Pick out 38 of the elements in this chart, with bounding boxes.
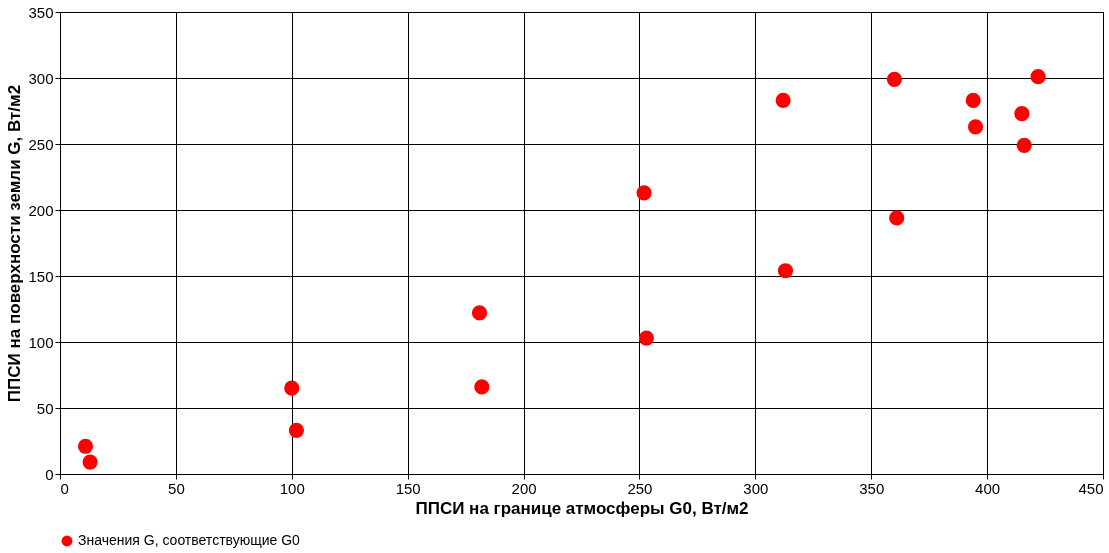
point [471,305,488,321]
x-tick-label: 250 [627,479,653,497]
point [1030,69,1046,85]
y-tick-label: 250 [28,135,54,153]
point [284,380,300,396]
legend-label: Значения G, соответствующие G0 [78,532,301,548]
x-tick-label: 50 [168,479,185,497]
x-tick-label: 100 [279,479,305,497]
y-tick-label: 0 [45,465,54,483]
point [886,71,902,87]
y-tick-label: 300 [28,69,54,87]
point [638,330,654,346]
x-tick-label: 150 [395,479,421,497]
x-axis-title: ППСИ на границе атмосферы G0, Вт/м2 [415,498,749,518]
point [889,210,905,226]
point [967,119,984,135]
point [288,422,304,439]
x-tick-label: 300 [743,479,769,497]
point [77,438,94,454]
y-tick-label: 200 [28,201,54,219]
x-tick-label: 450 [1078,479,1104,497]
point [777,263,794,279]
x-tick-label: 350 [859,479,885,497]
point [1014,106,1030,122]
point [1016,137,1032,153]
point [82,454,98,470]
x-tick-label: 200 [511,479,537,497]
y-tick-label: 150 [28,267,54,285]
point [474,379,490,395]
point [775,92,791,109]
point [636,185,652,201]
y-tick-label: 350 [28,3,54,21]
x-tick-label: 0 [60,479,69,497]
y-axis-title: ППСИ на поверхности земли G, Вт/м2 [5,84,25,403]
x-tick-label: 400 [975,479,1001,497]
point [965,92,981,109]
y-tick-label: 100 [28,333,54,351]
y-tick-label: 50 [36,399,54,417]
